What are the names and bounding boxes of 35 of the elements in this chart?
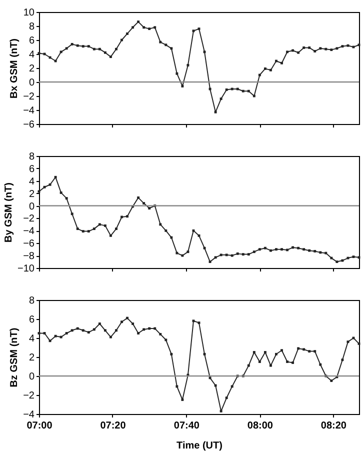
y-axis-title: By GSM (nT) [4, 182, 15, 242]
y-tick-label: 8 [28, 152, 35, 162]
x-tick-label: 08:00 [247, 420, 274, 432]
y-tick-label: 6 [28, 314, 35, 326]
y-tick-label: 4 [28, 50, 35, 60]
y-tick-label: 10 [23, 8, 35, 18]
y-tick-label: 8 [28, 296, 35, 306]
y-tick-label: −2 [23, 390, 35, 402]
y-tick-label: 2 [28, 64, 35, 74]
y-tick-label: 6 [28, 36, 35, 46]
y-tick-label: 2 [28, 352, 35, 364]
y-tick-label: −4 [23, 106, 35, 116]
y-tick-label: 0 [28, 201, 35, 212]
x-tick-label: 08:20 [320, 420, 347, 432]
y-tick-label: 2 [28, 188, 35, 200]
x-tick-label: 07:40 [174, 420, 200, 432]
x-axis-title: Time (UT) [176, 440, 222, 452]
y-tick-label: −6 [23, 238, 35, 250]
x-tick-label: 07:00 [26, 420, 53, 432]
y-tick-label: −6 [23, 120, 35, 130]
y-tick-label: −10 [18, 264, 35, 274]
y-tick-label: −8 [23, 251, 35, 262]
x-tick-label: 07:20 [100, 420, 126, 432]
y-tick-label: 4 [28, 176, 35, 188]
y-axis-title: Bx GSM (nT) [9, 38, 20, 98]
y-tick-label: 6 [28, 164, 35, 175]
y-axis-title: Bz GSM (nT) [9, 328, 20, 388]
y-tick-label: 4 [28, 334, 35, 344]
y-tick-label: −2 [23, 92, 35, 102]
y-tick-label: 0 [28, 78, 35, 88]
y-tick-label: −2 [23, 214, 35, 225]
y-tick-label: −4 [23, 226, 35, 238]
y-tick-label: 0 [28, 372, 35, 382]
y-tick-label: 8 [28, 22, 35, 32]
y-tick-label: −4 [23, 410, 35, 420]
